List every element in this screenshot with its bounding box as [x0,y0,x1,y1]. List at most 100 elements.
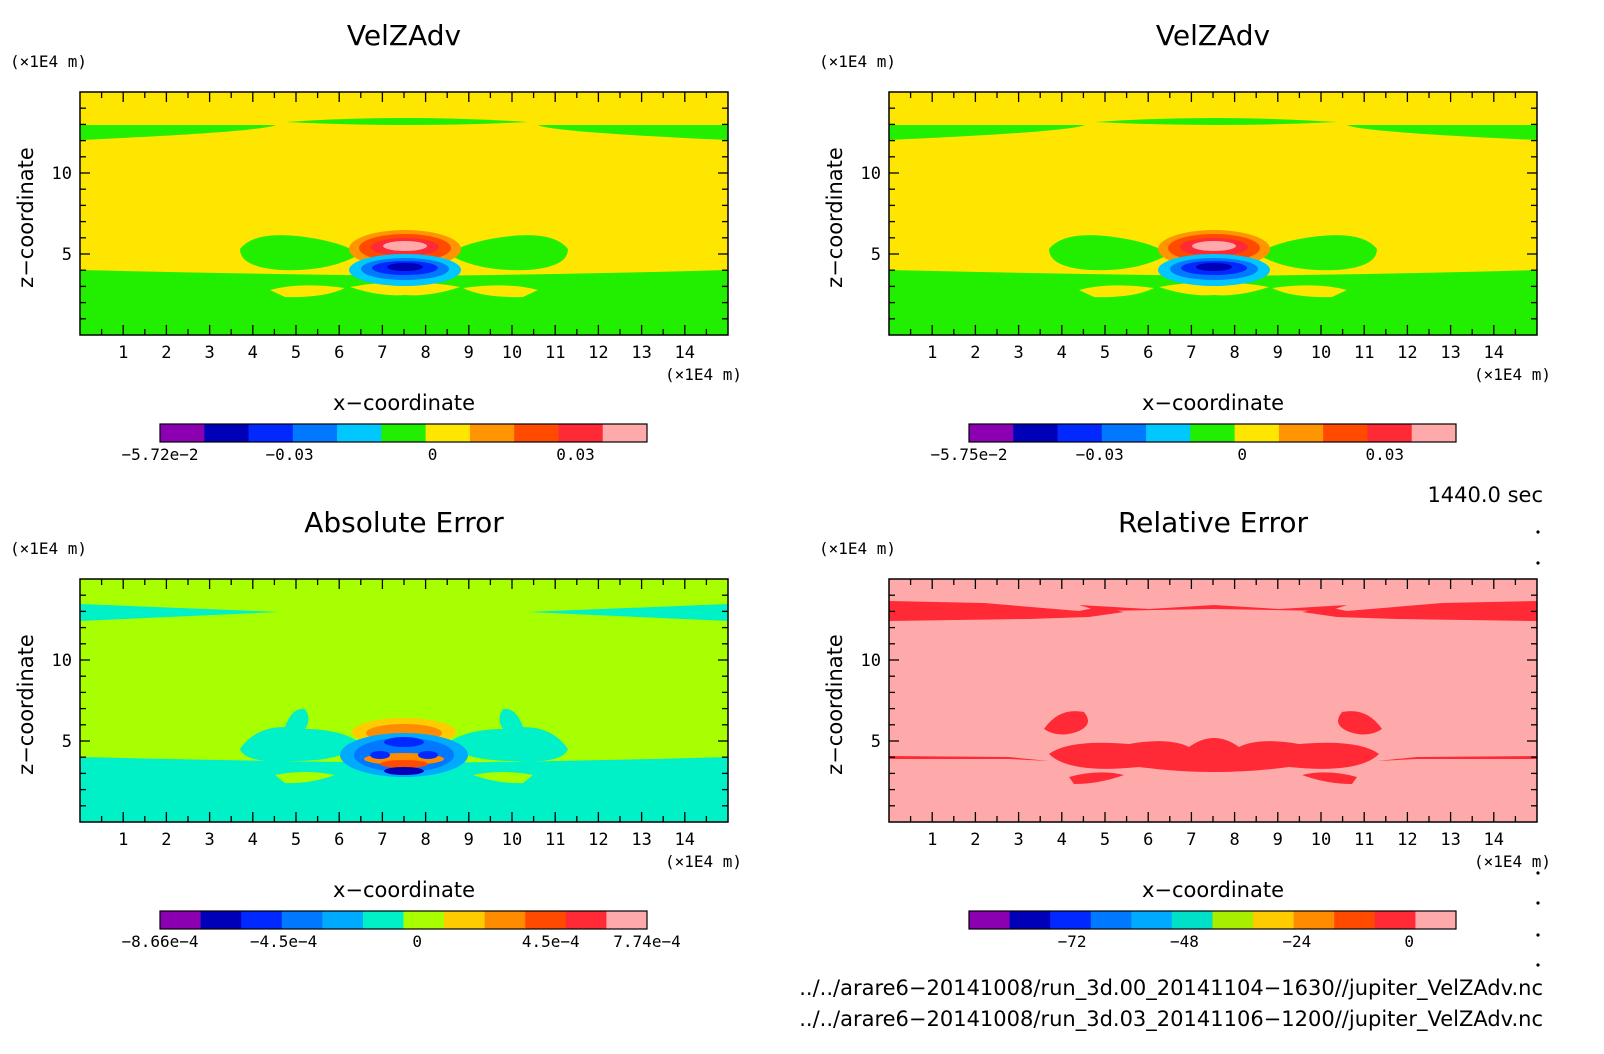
x-tick-label: 12 [588,830,608,850]
contour-region [275,772,335,784]
contour-region [80,125,276,140]
contour-region [1257,235,1377,271]
x-tick-label: 11 [1354,343,1374,363]
colorbar-segment [1101,424,1147,442]
x-tick-label: 8 [1229,343,1239,363]
contour-region [1347,125,1537,140]
margin-dots [1536,530,1540,967]
x-tick-label: 10 [1311,830,1331,850]
x-axis-label: x−coordinate [333,391,475,415]
colorbar: −8.66e−4 −4.5e−4 0 4.5e−4 7.74e−4 [121,910,681,951]
y-unit-label: (×1E4 m) [10,539,87,558]
colorbar-segment [606,911,648,929]
colorbar-segment [558,424,604,442]
contour-region [1302,772,1357,784]
colorbar-tick-label: 0 [428,445,438,464]
colorbar-tick-label: 0.03 [1365,445,1404,464]
contour-field [80,579,728,822]
x-tick-label: 14 [1484,343,1504,363]
y-axis-label: z−coordinate [823,634,847,775]
chart-panel: Absolute Error(×1E4 m)(×1E4 m)1 2 3 4 5 6 7 8 9 1… [10,506,742,951]
x-tick-label: 13 [1440,343,1460,363]
x-tick-label: 3 [1013,343,1023,363]
colorbar-segment [337,424,382,442]
x-tick-label: 6 [334,830,344,850]
x-tick-label: 9 [1273,830,1283,850]
y-tick-label: 10 [861,164,881,184]
colorbar-segment [1293,911,1335,929]
colorbar: −72 −48 −24 0 [968,910,1457,951]
x-tick-label: 9 [464,830,474,850]
colorbar-tick-label: −0.03 [1076,445,1124,464]
colorbar-tick-label: −5.72e−2 [121,445,198,464]
contour-region [1079,285,1154,298]
colorbar-segment [969,424,1014,442]
colorbar-segment [1234,424,1280,442]
contour-region [1069,772,1124,784]
colorbar-segment [1190,424,1236,442]
y-tick-label: 10 [861,651,881,671]
x-tick-label: 9 [464,343,474,363]
colorbar-segment [1057,424,1103,442]
colorbar-segment [1367,424,1413,442]
colorbar-segment [484,911,526,929]
colorbar: −5.72e−2 −0.03 0 0.03 [121,423,648,464]
x-tick-label: 5 [291,830,301,850]
colorbar-segment [200,911,242,929]
colorbar-segment [403,911,445,929]
x-tick-label: 5 [291,343,301,363]
x-tick-label: 5 [1100,343,1110,363]
colorbar-segment [1212,911,1254,929]
x-tick-label: 1 [927,343,937,363]
contour-region [889,601,1124,621]
colorbar-segment [969,911,1011,929]
contour-region [1302,601,1537,621]
colorbar-segment [381,424,427,442]
x-tick-label: 2 [970,343,980,363]
x-tick-label: 1 [927,830,937,850]
colorbar-segment [248,424,294,442]
colorbar-tick-label: 0 [1237,445,1247,464]
colorbar-tick-label: 0 [1404,932,1414,951]
contour-region [1079,605,1347,611]
contour-region [387,263,423,271]
x-tick-label: 14 [675,830,695,850]
chart-panel: VelZAdv(×1E4 m)(×1E4 m)1 2 3 4 5 6 7 8 9 10 11 12 13… [10,19,742,464]
colorbar-segment [204,424,250,442]
x-tick-label: 12 [1397,830,1417,850]
x-tick-label: 9 [1273,343,1283,363]
colorbar-tick-label: −4.5e−4 [250,932,317,951]
colorbar-frame [968,423,1457,443]
x-unit-label: (×1E4 m) [1474,365,1551,384]
y-unit-label: (×1E4 m) [819,539,896,558]
contour-region [889,270,1537,335]
colorbar-segment [1050,911,1092,929]
colorbar-frame [968,910,1457,930]
contour-region [286,118,528,125]
x-tick-label: 2 [161,830,171,850]
colorbar-segment [425,424,471,442]
contour-field [80,92,728,335]
colorbar-segment [1131,911,1173,929]
y-tick-label: 5 [871,732,881,752]
y-unit-label: (×1E4 m) [10,52,87,71]
colorbar-segment [1009,911,1051,929]
x-tick-label: 13 [631,830,651,850]
x-tick-label: 13 [631,343,651,363]
colorbar-segment [565,911,607,929]
contour-region [446,708,568,762]
x-tick-label: 4 [1057,343,1067,363]
contour-region [1192,241,1236,251]
x-unit-label: (×1E4 m) [1474,852,1551,871]
x-tick-label: 12 [1397,343,1417,363]
x-tick-label: 8 [420,343,430,363]
contour-region [370,751,390,759]
colorbar-segment [1253,911,1295,929]
contour-field [889,579,1537,822]
x-tick-label: 12 [588,343,608,363]
colorbar-frame [159,910,648,930]
colorbar-tick-label: −48 [1170,932,1199,951]
contour-region [1044,711,1088,735]
contour-region [384,737,424,747]
x-tick-label: 7 [1186,830,1196,850]
